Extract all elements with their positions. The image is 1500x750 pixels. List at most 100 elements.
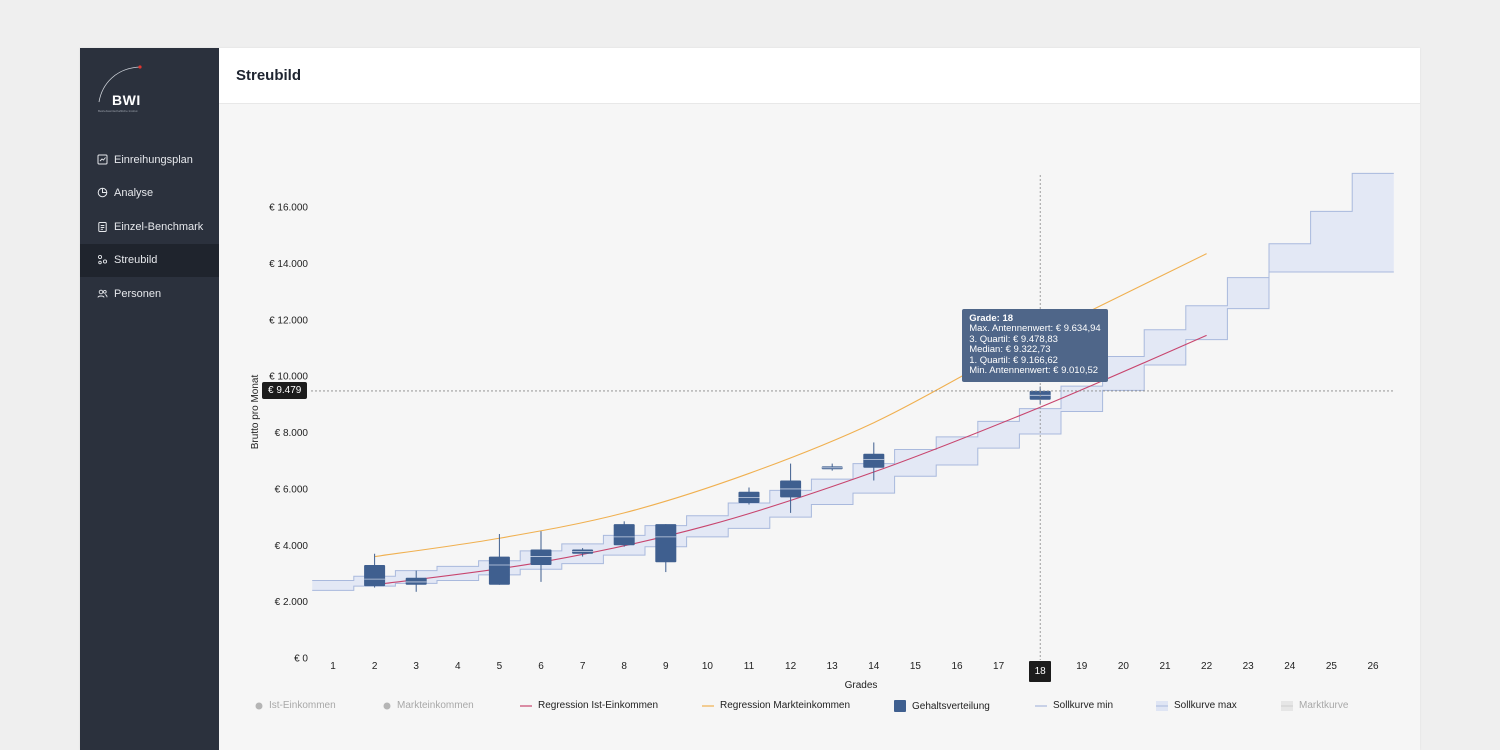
x-tick-label: 3 xyxy=(413,661,419,672)
boxplot-box xyxy=(405,577,427,585)
boxplot-box xyxy=(655,524,677,563)
tooltip-line: 3. Quartil: € 9.478,83 xyxy=(969,333,1058,345)
sidebar-item-einzel-benchmark[interactable]: Einzel-Benchmark xyxy=(80,210,219,244)
chart-square-icon xyxy=(97,154,109,166)
legend-item-regression-markt[interactable]: Regression Markteinkommen xyxy=(702,700,850,711)
sidebar-item-einreihungsplan[interactable]: Einreihungsplan xyxy=(80,143,219,177)
y-tick-label: € 8.000 xyxy=(275,428,309,439)
sollkurve-min-line xyxy=(312,271,1394,591)
boxplot xyxy=(821,463,843,471)
boxplot xyxy=(863,442,885,481)
tooltip-line: Median: € 9.322,73 xyxy=(969,344,1051,356)
page-header: Streubild xyxy=(219,48,1420,104)
boxplot xyxy=(488,534,510,585)
x-tick-label: 13 xyxy=(827,661,839,672)
legend-label: Ist-Einkommen xyxy=(269,700,336,711)
chart-area: € 0 € 2.000 € 4.000 € 6.000 € 8.000 € 10.000 €… xyxy=(219,104,1420,750)
x-tick-label: 1 xyxy=(330,661,336,672)
legend-band-icon xyxy=(1156,700,1168,711)
legend-item-sollkurve-max[interactable]: Sollkurve max xyxy=(1156,700,1237,711)
boxplot xyxy=(655,524,677,573)
legend-label: Regression Ist-Einkommen xyxy=(538,700,659,711)
legend-item-markteinkommen[interactable]: Markteinkommen xyxy=(383,700,474,711)
chart-legend: Ist-Einkommen Markteinkommen Regression … xyxy=(255,700,1395,714)
y-tick-label: € 6.000 xyxy=(275,484,309,495)
sidebar-item-streubild[interactable]: Streubild xyxy=(80,243,219,277)
x-tick-label: 11 xyxy=(744,661,755,672)
legend-label: Sollkurve max xyxy=(1174,700,1237,711)
legend-item-regression-ist[interactable]: Regression Ist-Einkommen xyxy=(520,700,658,711)
legend-label: Sollkurve min xyxy=(1053,700,1114,711)
legend-label: Regression Markteinkommen xyxy=(720,700,851,711)
y-tick-label: € 4.000 xyxy=(275,541,309,552)
x-tick-label: 12 xyxy=(785,661,797,672)
legend-label: Markteinkommen xyxy=(397,700,474,711)
boxplot-box xyxy=(530,549,552,566)
tooltip-title: Grade: 18 xyxy=(969,312,1014,324)
legend-line-icon xyxy=(702,704,714,707)
sidebar-nav: Einreihungsplan Analyse Einzel-Benchmark… xyxy=(80,143,219,311)
legend-band-icon xyxy=(1281,700,1293,711)
regression-markteinkommen-line xyxy=(374,253,1207,558)
boxplot xyxy=(405,570,427,592)
legend-label: Marktkurve xyxy=(1299,700,1349,711)
legend-line-icon xyxy=(520,704,532,707)
legend-item-sollkurve-min[interactable]: Sollkurve min xyxy=(1035,700,1113,711)
boxplot-box xyxy=(863,453,885,468)
x-tick-label: 2 xyxy=(372,661,378,672)
x-tick-label: 10 xyxy=(702,661,714,672)
boxplot-box xyxy=(488,556,510,585)
x-tick-label: 24 xyxy=(1284,661,1296,672)
sidebar-item-label: Analyse xyxy=(114,187,154,200)
x-tick-label: 25 xyxy=(1326,661,1338,672)
x-tick-label: 22 xyxy=(1201,661,1213,672)
x-tick-label: 26 xyxy=(1367,661,1379,672)
legend-item-ist-einkommen[interactable]: Ist-Einkommen xyxy=(255,700,336,711)
scatter-icon xyxy=(97,254,109,266)
regression-ist-einkommen-line xyxy=(374,334,1207,586)
scatter-chart[interactable]: € 0€ 2.000€ 4.000€ 6.000€ 8.000€ 10.000€… xyxy=(219,104,1420,694)
legend-line-icon xyxy=(1035,704,1047,707)
x-tick-label: 4 xyxy=(455,661,461,672)
sidebar-item-label: Personen xyxy=(114,287,162,300)
x-tick-label: 8 xyxy=(621,661,627,672)
legend-item-gehaltsverteilung[interactable]: Gehaltsverteilung xyxy=(894,700,990,712)
x-tick-label: 15 xyxy=(910,661,922,672)
sidebar-item-personen[interactable]: Personen xyxy=(80,277,219,311)
y-tick-label: € 16.000 xyxy=(269,203,308,214)
people-icon xyxy=(97,288,109,300)
x-tick-label: 23 xyxy=(1243,661,1255,672)
sidebar: BWI Betriebswirtschaftliche Institut Ein… xyxy=(80,48,219,750)
legend-box-icon xyxy=(894,700,906,712)
boxplot-box xyxy=(364,565,386,587)
sollkurve-band xyxy=(312,173,1394,591)
boxplot xyxy=(780,463,802,513)
boxplot-box xyxy=(613,524,635,546)
x-tick-label: 6 xyxy=(538,661,544,672)
boxplot xyxy=(364,553,386,588)
pie-chart-icon xyxy=(97,187,109,199)
legend-item-marktkurve[interactable]: Marktkurve xyxy=(1281,700,1348,711)
boxplot-tooltip: Grade: 18 Max. Antennenwert: € 9.634,94 … xyxy=(962,308,1108,382)
logo-arc-icon xyxy=(98,65,142,103)
legend-dot-icon xyxy=(383,702,391,709)
sidebar-item-label: Streubild xyxy=(114,254,158,267)
x-tick-label: 17 xyxy=(993,661,1005,672)
logo[interactable]: BWI Betriebswirtschaftliche Institut xyxy=(96,64,206,114)
x-tick-label: 21 xyxy=(1159,661,1171,672)
sidebar-item-analyse[interactable]: Analyse xyxy=(80,177,219,211)
legend-label: Gehaltsverteilung xyxy=(912,700,990,712)
tooltip-line: Min. Antennenwert: € 9.010,52 xyxy=(969,365,1099,377)
boxplot xyxy=(530,531,552,582)
x-axis-title: Grades xyxy=(845,680,878,691)
sidebar-item-label: Einzel-Benchmark xyxy=(114,220,204,233)
tooltip-line: 1. Quartil: € 9.166,62 xyxy=(969,354,1058,366)
crosshair-x-value: 18 xyxy=(1029,661,1052,682)
x-tick-label: 16 xyxy=(951,661,963,672)
x-tick-label: 19 xyxy=(1076,661,1088,672)
logo-subtitle: Betriebswirtschaftliche Institut xyxy=(98,109,138,113)
tooltip-line: Max. Antennenwert: € 9.634,94 xyxy=(969,323,1101,335)
crosshair-y-value: € 9.479 xyxy=(262,381,308,399)
app-window: BWI Betriebswirtschaftliche Institut Ein… xyxy=(80,48,1420,750)
x-tick-label: 5 xyxy=(497,661,503,672)
